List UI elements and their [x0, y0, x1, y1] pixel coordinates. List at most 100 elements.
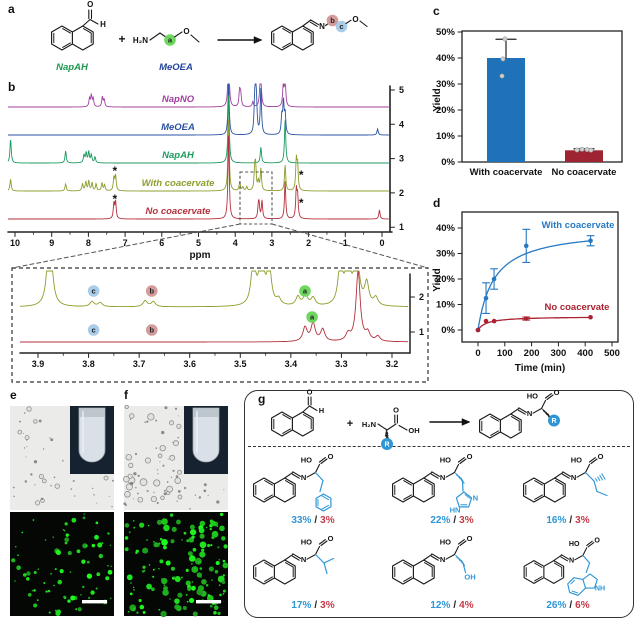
x-tick: 200 [524, 348, 540, 359]
inset-x-tick: 3.6 [183, 359, 196, 369]
chart-frame [461, 30, 623, 163]
y-tick: 30% [436, 249, 456, 260]
data-point [483, 295, 489, 301]
atom-ho: HO [440, 538, 451, 547]
atom-o: O [352, 15, 358, 24]
nmr-trace-2 [7, 94, 389, 164]
amino-acid-structure: H₂N R O OH [362, 406, 420, 450]
x-tick: 0 [475, 348, 480, 359]
series-label-control: No coacervate [545, 302, 610, 313]
atom-oh: OH [408, 426, 419, 435]
y-axis-label: Yield [432, 268, 443, 292]
panel-d-line-chart: 0 100 200 300 400 500 0% 10% 20% 30% 40% Time (min)… [432, 211, 620, 374]
y-tick: 50% [436, 27, 456, 38]
atom-n: N [301, 473, 306, 482]
spectrum-label: NapAH [162, 150, 195, 161]
inset-site-a: a [306, 311, 318, 323]
data-point [523, 243, 529, 249]
yield-slash: / [314, 600, 318, 611]
y-tick: 20% [436, 105, 456, 116]
yield-control: 3% [575, 515, 590, 526]
atom-o: O [554, 388, 560, 397]
atom-oh: OH [464, 573, 475, 582]
atom-ho: HO [301, 538, 312, 547]
category-label: With coacervate [470, 167, 543, 178]
atom-h2n: H₂N [133, 36, 148, 45]
yield-slash: / [569, 515, 573, 526]
right-tick: 2 [399, 188, 404, 198]
y-tick: 0% [441, 157, 455, 168]
yield-coacervate: 17% [291, 600, 312, 611]
atom-o: O [183, 27, 189, 36]
x-tick: 400 [577, 348, 593, 359]
product-structure-isopropyl: N HO O [253, 534, 335, 585]
nmr-trace-1 [8, 83, 389, 136]
atom-o: O [467, 534, 473, 543]
x-tick: 500 [604, 348, 620, 359]
y-axis-label: Yield [432, 88, 443, 112]
yield-slash: / [569, 600, 573, 611]
site-a: a [164, 34, 176, 46]
yield-coacervate: 26% [546, 600, 567, 611]
x-tick: 3 [269, 238, 274, 248]
atom-n: N [473, 494, 478, 503]
plus-sign: + [347, 418, 353, 430]
panel-c-label: c [433, 4, 440, 18]
atom-ho: HO [301, 456, 312, 465]
data-point [475, 327, 481, 333]
nmr-trace-3 [7, 118, 389, 192]
fit-curve-1 [477, 316, 592, 331]
x-tick: 8 [86, 238, 91, 248]
impurity-star: * [112, 164, 117, 178]
product-yield-6: 26%/6% [503, 600, 633, 611]
panel-e-label: e [10, 388, 17, 402]
plus-sign: + [118, 32, 125, 46]
x-tick: 300 [550, 348, 566, 359]
r-group: R [551, 418, 556, 425]
x-axis-label: Time (min) [515, 363, 565, 374]
panel-f-brightfield-image [123, 404, 228, 510]
y-tick: 30% [436, 79, 456, 90]
atom-n: N [571, 473, 576, 482]
product-core: N HO O [253, 452, 334, 512]
product-core: N HO O N HN [392, 452, 478, 515]
product-structure-imidazolyl: N HO O N HN [392, 452, 478, 515]
svg-text:b: b [149, 326, 154, 335]
inset-x-tick: 3.3 [335, 359, 348, 369]
atom-ho: HO [569, 540, 580, 548]
panel-f-fluorescence-image [124, 512, 229, 618]
svg-text:c: c [92, 326, 96, 335]
x-tick: 4 [233, 238, 238, 248]
atom-n: N [440, 555, 445, 564]
nmr-trace-0 [8, 83, 389, 108]
product-structure-secbutyl: N HO O [523, 452, 608, 503]
header-product-structure: N HO O R [479, 388, 560, 439]
data-point [579, 146, 585, 152]
product-core: N HO O NH [523, 537, 605, 596]
panel-e-fluorescence-image [10, 512, 114, 617]
inset-x-tick: 3.5 [234, 359, 247, 369]
product-yield-2: 22%/3% [387, 515, 517, 526]
atom-h2n: H₂N [362, 420, 376, 429]
impurity-star: * [299, 168, 304, 182]
bar-0 [487, 58, 525, 162]
category-label: No coacervate [552, 167, 617, 178]
site-b: b [326, 14, 339, 27]
yield-control: 3% [320, 600, 335, 611]
x-tick: 1 [343, 238, 348, 248]
data-point [483, 318, 489, 324]
svg-text:b: b [330, 16, 335, 25]
inset-trace-1 [20, 270, 408, 343]
fit-curve-0 [477, 239, 592, 331]
right-tick: 5 [399, 85, 404, 95]
svg-text:a: a [168, 36, 173, 45]
inset-site-a: a [299, 285, 311, 297]
inset-site-c: c [87, 324, 100, 336]
panel-g-label: g [258, 392, 266, 406]
product-structure-indolyl: N HO O NH [523, 537, 605, 596]
atom-o: O [328, 534, 334, 543]
product-yield-1: 33%/3% [248, 515, 378, 526]
atom-n: N [301, 555, 306, 564]
